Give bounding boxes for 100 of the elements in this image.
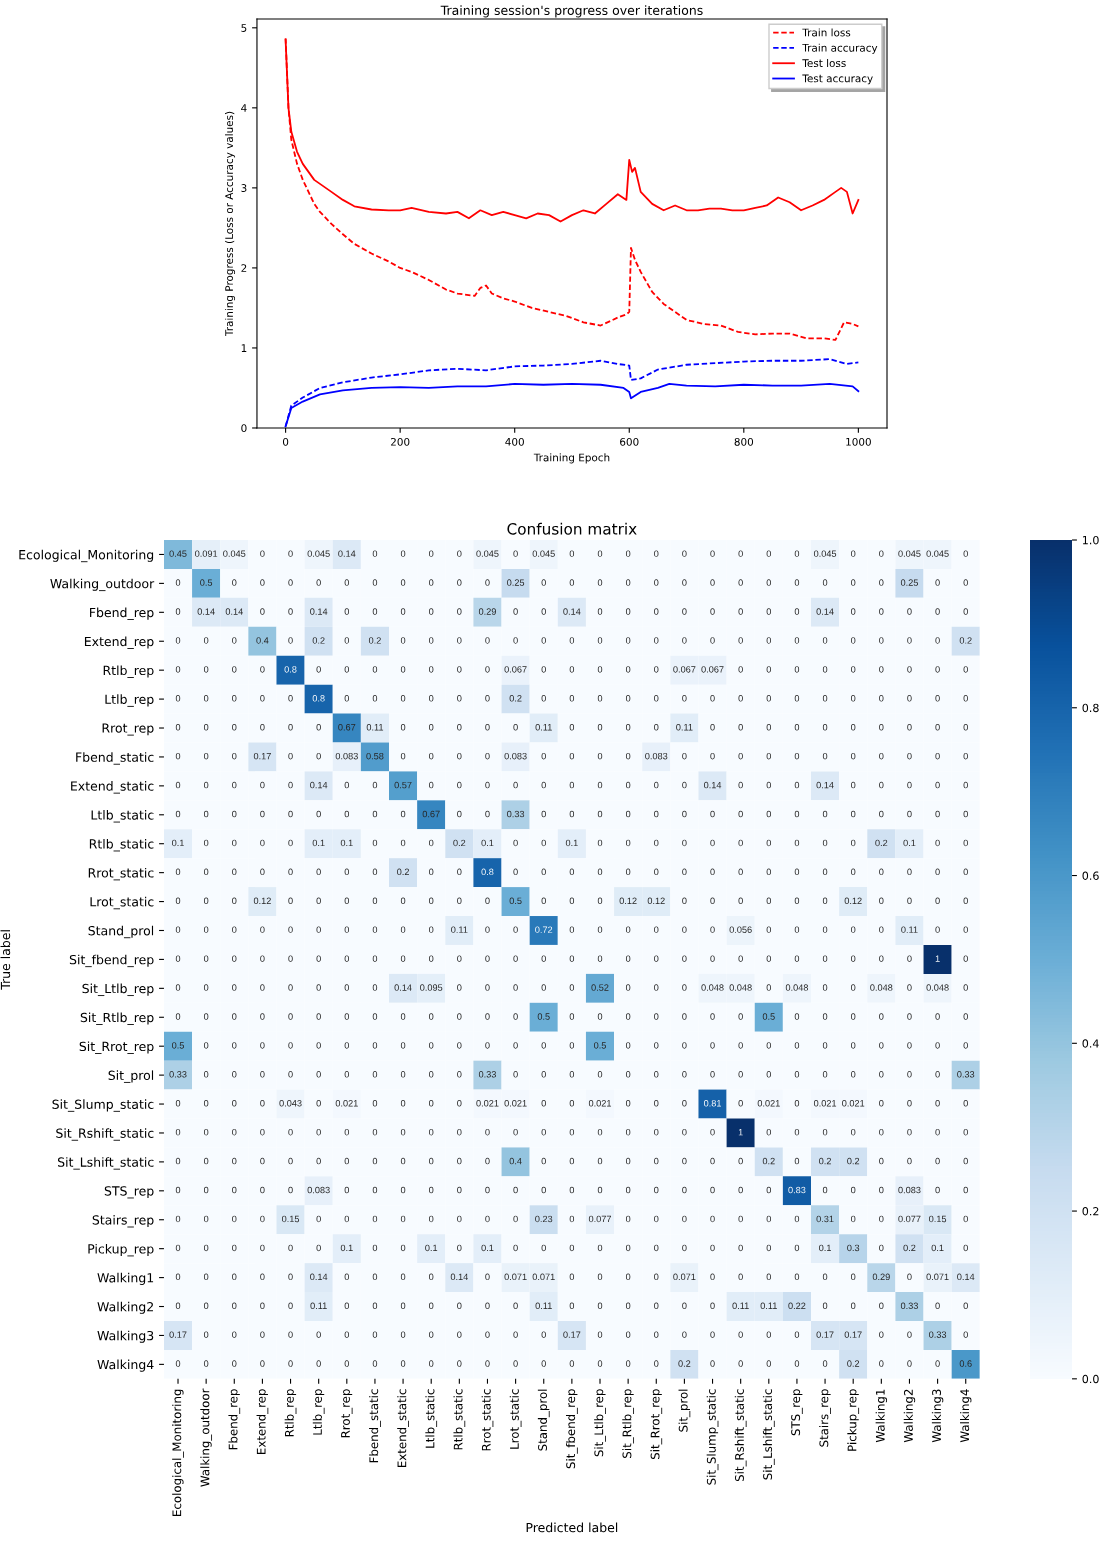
data-label: 0 — [963, 839, 968, 847]
data-label: 0 — [597, 839, 603, 847]
data-label: 0 — [851, 1273, 856, 1281]
data-label: 0 — [344, 868, 349, 876]
data-label: 0 — [485, 637, 490, 644]
data-label: 0 — [625, 608, 631, 615]
data-label: 0 — [794, 1331, 800, 1338]
y-tick-label: Sit_Rrot_rep — [79, 1041, 154, 1054]
data-label: 0 — [513, 781, 518, 789]
data-label: 0.1 — [903, 839, 916, 847]
data-label: 0 — [907, 695, 912, 702]
data-label: 0 — [654, 984, 659, 991]
data-label: 0 — [260, 1100, 265, 1107]
data-label: 0 — [879, 637, 884, 644]
data-label: 0 — [457, 1244, 462, 1252]
data-label: 0 — [654, 781, 659, 789]
data-label: 0 — [344, 1128, 349, 1136]
data-label: 0 — [457, 897, 462, 905]
data-label: 0.045 — [476, 550, 499, 557]
data-label: 0 — [822, 868, 828, 876]
data-label: 0.8 — [312, 695, 325, 702]
data-label: 0 — [232, 1157, 237, 1165]
data-label: 0.33 — [900, 1302, 918, 1309]
data-label: 0 — [316, 1215, 321, 1223]
data-label: 0.14 — [957, 1273, 975, 1281]
data-label: 0 — [710, 1360, 715, 1367]
data-label: 0 — [654, 955, 659, 962]
data-label: 0 — [175, 1157, 181, 1165]
data-label: 0 — [879, 897, 884, 905]
data-label: 0 — [851, 695, 856, 702]
data-label: 0 — [344, 810, 349, 818]
data-label: 0 — [260, 810, 265, 818]
data-label: 0 — [710, 1215, 715, 1223]
data-label: 0 — [654, 1071, 659, 1078]
data-label: 0 — [316, 579, 321, 586]
data-label: 0 — [372, 810, 378, 818]
data-label: 0 — [569, 1273, 575, 1281]
data-label: 0.14 — [197, 608, 215, 615]
data-label: 0 — [541, 1071, 546, 1078]
data-label: 0 — [372, 1071, 378, 1078]
data-label: 0 — [457, 1360, 462, 1367]
data-label: 0 — [935, 1186, 940, 1194]
data-label: 0 — [400, 897, 406, 905]
data-label: 0 — [879, 550, 884, 557]
data-label: 0 — [907, 752, 912, 760]
data-label: 0.077 — [588, 1215, 612, 1223]
data-label: 0.067 — [701, 666, 724, 673]
data-label: 0 — [569, 781, 575, 789]
data-label: 0 — [710, 1042, 715, 1049]
data-label: 0.57 — [394, 781, 412, 789]
y-tick-label: Sit_Rtlb_rep — [80, 1012, 154, 1025]
y-tick-label: Walking3 — [97, 1330, 154, 1343]
data-label: 0 — [625, 1013, 631, 1020]
data-label: 0 — [738, 1186, 743, 1194]
data-label: 0 — [879, 723, 884, 731]
data-label: 0 — [316, 897, 321, 905]
y-tick-label: 3 — [241, 184, 247, 192]
data-label: 0.33 — [507, 810, 525, 818]
data-label: 0 — [625, 984, 631, 991]
data-label: 0 — [344, 1273, 349, 1281]
y-tick-label: Rrot_static — [88, 867, 154, 881]
data-label: 0 — [203, 695, 209, 702]
data-label: 0 — [429, 1331, 434, 1338]
data-label: 0 — [654, 1157, 659, 1165]
data-label: 0 — [625, 839, 631, 847]
data-label: 0 — [935, 1157, 940, 1165]
data-label: 0 — [766, 1360, 771, 1367]
data-label: 0.071 — [926, 1273, 949, 1281]
data-label: 0 — [738, 723, 743, 731]
data-label: 0 — [569, 695, 575, 702]
data-label: 0 — [288, 752, 293, 760]
data-label: 0.25 — [507, 579, 525, 586]
data-label: 0 — [822, 1013, 828, 1020]
data-label: 0 — [851, 1071, 856, 1078]
data-label: 0 — [569, 550, 575, 557]
data-label: 0 — [429, 1360, 434, 1367]
data-label: 0 — [232, 723, 237, 731]
x-tick-label: 800 — [734, 437, 754, 446]
x-tick-label: Walking3 — [931, 1389, 944, 1443]
data-label: 0 — [513, 839, 518, 847]
data-label: 0 — [203, 781, 209, 789]
data-label: 0 — [794, 1273, 800, 1281]
data-label: 0 — [316, 666, 321, 673]
data-label: 0 — [429, 926, 434, 933]
data-label: 0 — [794, 1100, 800, 1107]
data-label: 0 — [879, 1331, 884, 1338]
data-label: 0 — [175, 868, 181, 876]
data-label: 0 — [203, 1331, 209, 1338]
data-label: 0 — [541, 637, 546, 644]
data-label: 0 — [288, 608, 293, 615]
data-label: 0 — [288, 637, 293, 644]
data-label: 0 — [513, 1302, 518, 1309]
data-label: 0 — [710, 1186, 715, 1194]
y-tick-label: Sit_Ltlb_rep — [82, 983, 154, 997]
data-label: 0 — [907, 984, 912, 991]
data-label: 0 — [260, 1244, 265, 1252]
x-tick-label: Rrot_rep — [341, 1389, 353, 1438]
data-label: 0 — [344, 984, 349, 991]
data-label: 0.67 — [338, 723, 356, 731]
data-label: 0 — [288, 781, 293, 789]
